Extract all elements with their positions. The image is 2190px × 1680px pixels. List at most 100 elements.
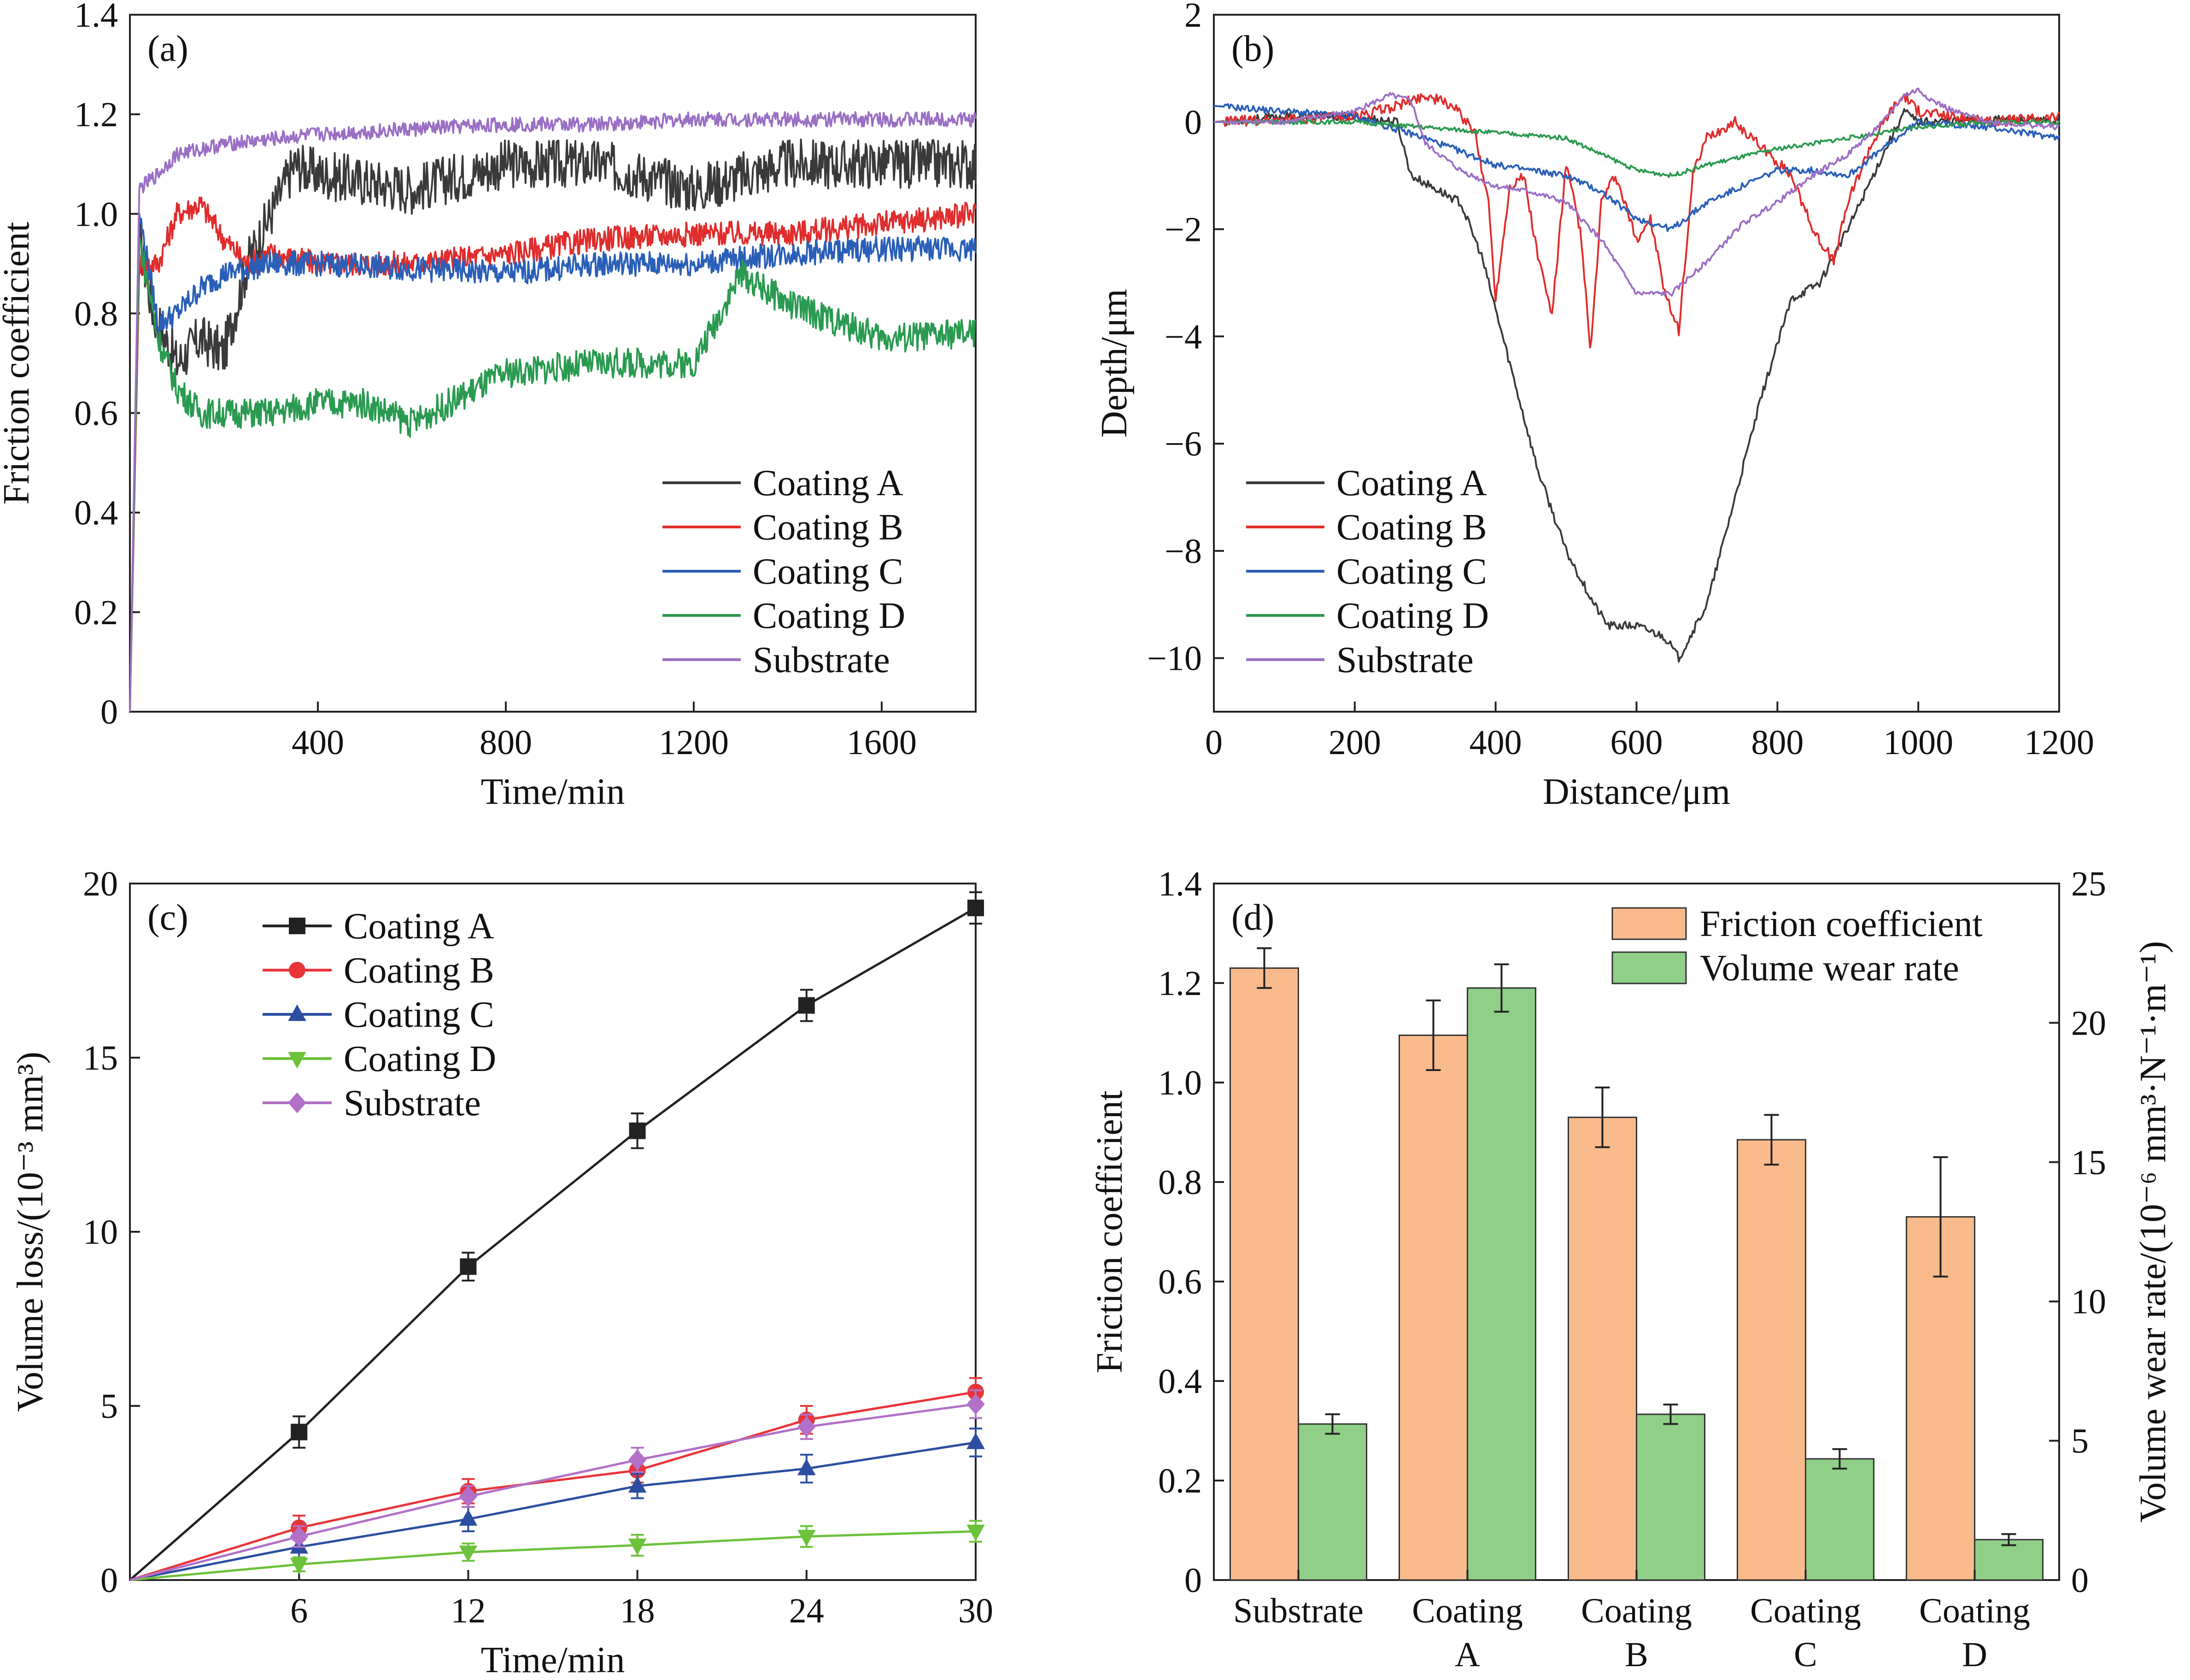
y-tick-label: 1.4 — [74, 0, 118, 35]
legend-label: Substrate — [344, 1083, 481, 1124]
legend-marker — [288, 1092, 306, 1113]
y2-axis-label: Volume wear rate/(10⁻⁶ mm³·N⁻¹·m⁻¹) — [2133, 941, 2173, 1523]
series-line-coating-d — [1214, 119, 2060, 178]
x-tick-label: Substrate — [1233, 1592, 1364, 1630]
legend-swatch — [1611, 907, 1687, 940]
series-line-coating-d — [129, 238, 977, 712]
panel-tag: (d) — [1231, 897, 1274, 938]
series-line-coating-a — [129, 138, 977, 712]
y-tick-label: 1.4 — [1158, 865, 1202, 903]
legend-marker — [288, 1052, 306, 1069]
x-tick-label: 800 — [480, 723, 532, 762]
legend-item-coating-a: Coating A — [1246, 463, 1487, 503]
series-line — [129, 907, 977, 1581]
y-tick-label: −10 — [1147, 639, 1202, 678]
legend-label: Friction coefficient — [1700, 904, 1983, 944]
legend-label: Coating D — [753, 596, 905, 636]
plot-frame — [129, 883, 977, 1581]
legend-label: Coating A — [1336, 463, 1487, 503]
y-tick-label: −4 — [1165, 317, 1202, 356]
legend-item-coating-b: Coating B — [1246, 507, 1487, 548]
bar-volume-wear-rate — [1974, 1539, 2044, 1581]
y-axis-label: Friction coefficient — [1089, 1090, 1130, 1373]
y-tick-label: 0.2 — [74, 593, 118, 632]
data-point — [967, 899, 984, 916]
x-tick-label: 1000 — [1883, 723, 1953, 762]
bar-group-coating-a: Coating A — [1399, 963, 1536, 1674]
x-tick-label: 400 — [1470, 723, 1522, 762]
panel-tag: (a) — [147, 29, 188, 69]
x-tick-label: 800 — [1751, 723, 1804, 762]
legend-item-coating-a: Coating A — [263, 906, 494, 947]
y-tick-label: 0 — [1184, 1561, 1202, 1600]
panel-a-friction-vs-time: 0 0.2 0.4 0.6 0.8 1.0 1.2 1.4 400 800 1200 1600 Time… — [0, 0, 977, 812]
bar-friction-coefficient — [1399, 1034, 1468, 1581]
legend-marker — [289, 962, 305, 978]
legend-label: Coating A — [753, 463, 903, 503]
y-tick-label: 0.4 — [74, 494, 118, 533]
data-point — [629, 1122, 646, 1139]
legend-label: Substrate — [753, 640, 890, 680]
y2-tick-label: 25 — [2071, 865, 2106, 903]
legend-label: Volume wear rate — [1700, 948, 1959, 989]
y-tick-label: 0 — [100, 693, 118, 732]
x-axis-label: Time/min — [481, 772, 625, 812]
data-point — [290, 1526, 308, 1547]
data-point — [798, 997, 815, 1014]
series-line-substrate — [129, 111, 977, 712]
bar-volume-wear-rate — [1636, 1413, 1705, 1581]
y-tick-label: 0.8 — [1158, 1163, 1202, 1202]
legend-item-coating-b: Coating B — [263, 950, 494, 991]
y2-tick-label: 0 — [2071, 1561, 2089, 1600]
bar-group-substrate: Substrate — [1230, 947, 1367, 1630]
series-line — [129, 1441, 976, 1581]
x-tick-label: Coating — [1412, 1592, 1523, 1630]
legend-label: Coating C — [1336, 551, 1487, 592]
series-coating-d — [129, 1520, 985, 1581]
legend-marker — [289, 918, 305, 934]
series-line-coating-b — [129, 196, 977, 712]
legend-item-coating-d: Coating D — [1246, 596, 1489, 636]
series-line — [129, 1403, 976, 1581]
legend-item-substrate: Substrate — [662, 640, 890, 680]
series-line-substrate — [1214, 87, 2060, 297]
series-coating-c — [129, 1428, 985, 1581]
legend-item-coating-c: Coating C — [1246, 551, 1487, 592]
bar-volume-wear-rate — [1805, 1458, 1874, 1581]
y-tick-label: 10 — [83, 1213, 118, 1252]
y-tick-label: 1.0 — [1158, 1064, 1202, 1102]
legend-item-coating-d: Coating D — [263, 1039, 496, 1079]
data-point — [966, 1393, 985, 1415]
x-tick-label: 600 — [1610, 723, 1663, 762]
y-axis-label: Friction coefficient — [0, 222, 37, 505]
legend-swatch — [1611, 951, 1687, 984]
y-tick-label: 1.0 — [74, 195, 118, 234]
bar-friction-coefficient — [1230, 967, 1299, 1581]
data-point — [966, 1432, 985, 1449]
data-point — [966, 1524, 985, 1541]
x-tick-label: 30 — [958, 1592, 993, 1630]
y-tick-label: 1.2 — [74, 95, 118, 134]
x-tick-label: C — [1794, 1635, 1817, 1674]
y-tick-label: 0 — [100, 1561, 118, 1600]
y-tick-label: 0.4 — [1158, 1362, 1202, 1401]
series-substrate — [129, 1389, 985, 1581]
y-tick-label: 15 — [83, 1039, 118, 1077]
data-point — [797, 1458, 816, 1475]
series-line-coating-c — [129, 213, 977, 712]
data-point — [628, 1476, 647, 1493]
data-point — [291, 1423, 308, 1440]
data-point — [628, 1539, 647, 1555]
panel-d-bar-comparison: 0 0.2 0.4 0.6 0.8 1.0 1.2 1.4 0 5 10 15 20 25 Friction… — [1089, 865, 2173, 1674]
y-tick-label: 2 — [1184, 0, 1202, 35]
data-point — [460, 1258, 477, 1275]
y-tick-label: 0.2 — [1158, 1462, 1202, 1500]
y2-tick-label: 20 — [2071, 1004, 2106, 1042]
x-tick-label: 1200 — [2024, 723, 2094, 762]
data-point — [290, 1557, 308, 1575]
legend-item-coating-c: Coating C — [263, 995, 494, 1035]
x-tick-label: B — [1625, 1635, 1648, 1674]
y-tick-label: 0.6 — [1158, 1263, 1202, 1301]
y-tick-label: 0 — [1184, 103, 1202, 142]
